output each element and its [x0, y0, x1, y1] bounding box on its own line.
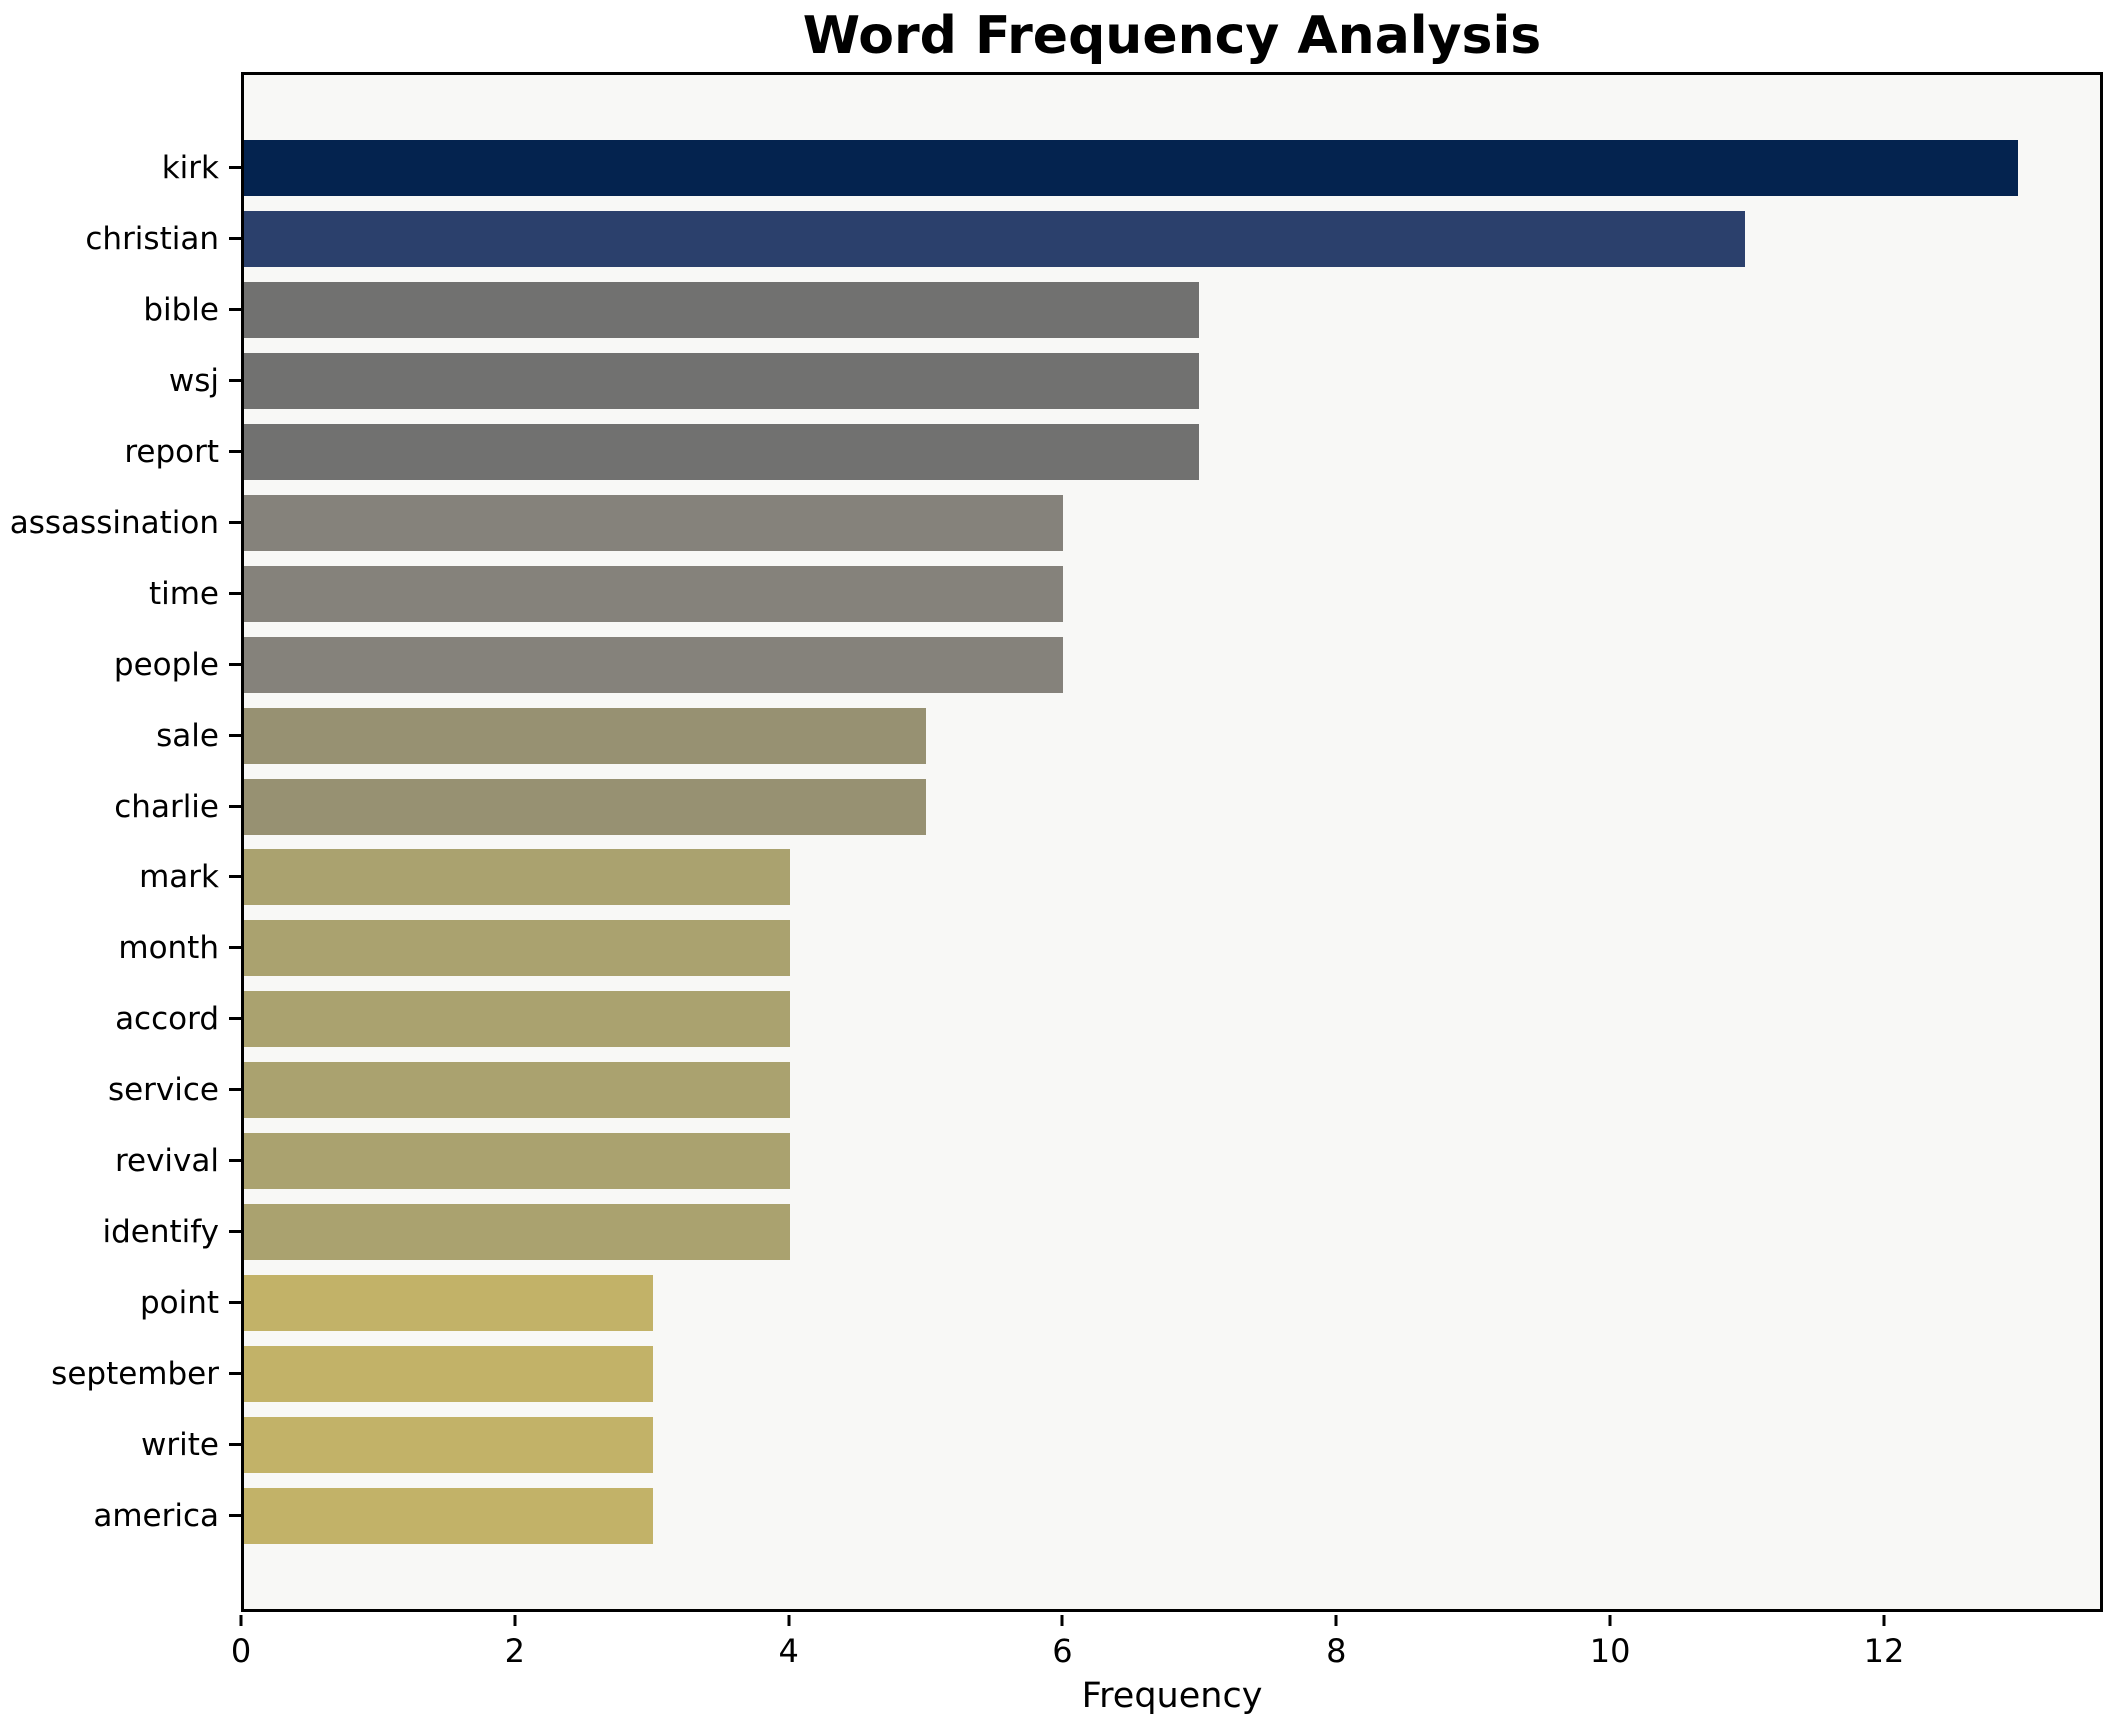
y-tick-label-service: service [107, 1072, 219, 1109]
y-tick-label-revival: revival [114, 1143, 219, 1180]
y-tick-mark [229, 946, 241, 950]
x-tick-mark [1334, 1615, 1338, 1626]
bar-row: month [118, 913, 2100, 984]
bar-row: sale [156, 700, 2100, 771]
y-tick-label-september: september [51, 1355, 219, 1392]
y-tick-label-month: month [118, 930, 219, 967]
bar-charlie [244, 778, 927, 835]
y-tick-label-assassination: assassination [9, 504, 219, 541]
bar-row: accord [115, 984, 2100, 1055]
y-tick-label-accord: accord [115, 1001, 219, 1038]
bar-row: service [108, 1055, 2100, 1126]
x-tick-mark [787, 1615, 791, 1626]
y-tick-label-point: point [139, 1284, 219, 1321]
y-tick-label-kirk: kirk [161, 150, 219, 187]
bar-wsj [244, 353, 1200, 410]
y-tick-mark [229, 662, 241, 666]
x-tick-label-2: 2 [504, 1632, 525, 1670]
y-tick-mark [229, 1513, 241, 1517]
y-tick-label-people: people [113, 646, 219, 683]
y-tick-mark [229, 520, 241, 524]
bar-bible [244, 282, 1200, 339]
y-tick-label-america: america [93, 1497, 219, 1534]
bar-row: identify [103, 1197, 2100, 1268]
chart-title: Word Frequency Analysis [802, 6, 1542, 66]
bar-identify [244, 1203, 790, 1260]
y-tick-mark [229, 1371, 241, 1375]
y-tick-mark [229, 1159, 241, 1163]
y-tick-label-time: time [148, 575, 219, 612]
bar-kirk [244, 140, 2019, 197]
y-tick-mark [229, 591, 241, 595]
x-tick-mark [513, 1615, 517, 1626]
y-tick-label-bible: bible [143, 292, 219, 329]
y-tick-label-mark: mark [139, 859, 219, 896]
x-tick-mark [1608, 1615, 1612, 1626]
bar-september [244, 1345, 654, 1402]
bar-mark [244, 849, 790, 906]
bar-service [244, 1062, 790, 1119]
bars-area: kirk christian bible wsj report assassination… [10, 75, 2100, 1609]
y-tick-label-write: write [141, 1426, 219, 1463]
bar-row: revival [115, 1126, 2100, 1197]
y-tick-label-report: report [124, 434, 219, 471]
bar-row: charlie [114, 771, 2100, 842]
x-tick-mark [1882, 1615, 1886, 1626]
x-tick-label-6: 6 [1052, 1632, 1073, 1670]
bar-row: christian [85, 204, 2100, 275]
bar-row: wsj [169, 346, 2100, 417]
bar-month [244, 920, 790, 977]
y-tick-mark [229, 450, 241, 454]
bar-assassination [244, 494, 1063, 551]
y-tick-mark [229, 1300, 241, 1304]
bar-row: point [140, 1267, 2100, 1338]
x-tick-mark [239, 1615, 243, 1626]
bar-row: time [149, 558, 2100, 629]
bar-row: people [114, 629, 2100, 700]
bar-christian [244, 211, 1746, 268]
bar-row: bible [143, 275, 2100, 346]
bar-point [244, 1274, 654, 1331]
y-tick-mark [229, 308, 241, 312]
bar-america [244, 1487, 654, 1544]
y-tick-label-sale: sale [156, 717, 219, 754]
y-tick-mark [229, 804, 241, 808]
y-tick-mark [229, 733, 241, 737]
bar-row: september [51, 1338, 2100, 1409]
x-tick-label-4: 4 [778, 1632, 799, 1670]
y-tick-label-charlie: charlie [114, 788, 219, 825]
y-tick-label-identify: identify [102, 1213, 220, 1250]
x-axis-title: Frequency [1081, 1676, 1263, 1716]
y-tick-label-wsj: wsj [168, 363, 219, 400]
bar-row: report [124, 417, 2100, 488]
y-tick-mark [229, 1088, 241, 1092]
bar-revival [244, 1133, 790, 1190]
x-tick-label-8: 8 [1326, 1632, 1347, 1670]
bar-row: america [93, 1480, 2100, 1551]
x-tick-label-10: 10 [1589, 1632, 1631, 1670]
y-tick-mark [229, 875, 241, 879]
bar-row: mark [139, 842, 2100, 913]
bar-sale [244, 707, 927, 764]
y-tick-mark [229, 1017, 241, 1021]
bar-row: kirk [162, 133, 2100, 204]
y-tick-mark [229, 1229, 241, 1233]
bar-accord [244, 991, 790, 1048]
plot-area: kirk christian bible wsj report assassination… [10, 72, 2103, 1612]
y-tick-mark [229, 1442, 241, 1446]
bar-row: assassination [10, 487, 2100, 558]
y-tick-mark [229, 237, 241, 241]
y-tick-mark [229, 166, 241, 170]
bar-people [244, 636, 1063, 693]
bar-write [244, 1416, 654, 1473]
y-tick-label-christian: christian [85, 221, 219, 258]
x-tick-label-12: 12 [1863, 1632, 1905, 1670]
bar-time [244, 565, 1063, 622]
x-tick-label-0: 0 [230, 1632, 252, 1670]
y-tick-mark [229, 379, 241, 383]
bar-report [244, 424, 1200, 481]
bar-row: write [141, 1409, 2100, 1480]
x-tick-mark [1060, 1615, 1064, 1626]
